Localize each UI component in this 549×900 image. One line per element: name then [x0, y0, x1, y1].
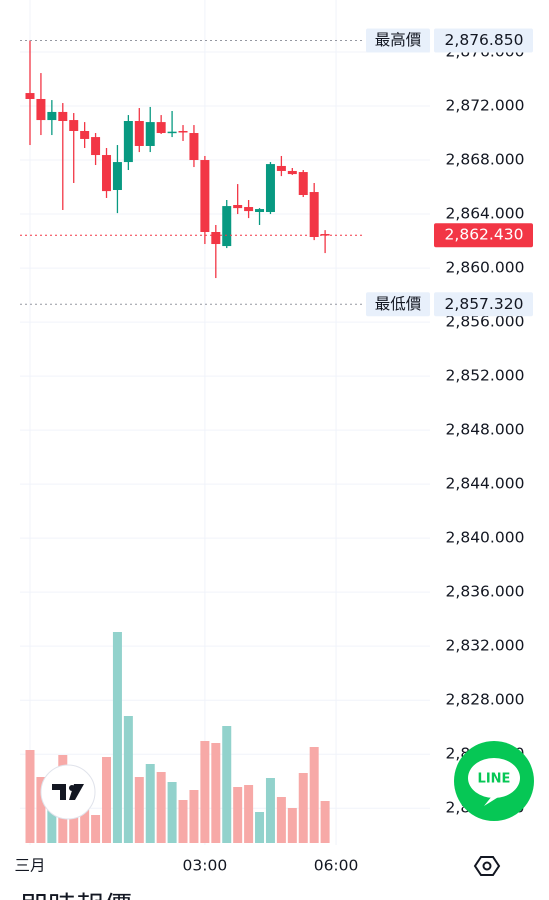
volume-bar: [80, 800, 90, 843]
candle-body: [189, 133, 199, 161]
candle-body: [69, 120, 79, 131]
candle-body: [287, 170, 297, 175]
volume-bar: [244, 785, 254, 843]
volume-bar: [145, 764, 155, 843]
volume-bar: [189, 790, 199, 843]
y-tick-label: 2,836.000: [446, 583, 525, 601]
candle-body: [156, 122, 166, 134]
marker-value-box: [434, 28, 533, 53]
candle-body: [222, 206, 232, 247]
volume-bar: [200, 741, 210, 843]
tv-logo[interactable]: [40, 764, 96, 820]
y-tick-label: 2,840.000: [446, 529, 525, 547]
volume-bar: [25, 750, 35, 843]
candle-body: [276, 165, 286, 171]
volume-bar: [233, 787, 243, 843]
price-overlays: 最高價 2,876.850 最低價 2,857.320 2,862.430: [20, 28, 533, 317]
x-tick-label: 06:00: [314, 857, 359, 875]
x-tick-label: 三月: [14, 857, 45, 875]
candle-body: [123, 120, 133, 163]
candle-body: [200, 160, 210, 233]
volume-bar: [167, 782, 177, 843]
volume-bar: [156, 772, 166, 843]
y-tick-label: 2,828.000: [446, 691, 525, 709]
candle-body: [112, 162, 122, 191]
candle-body: [102, 155, 112, 192]
candle-body: [167, 131, 177, 134]
marker-value-box: [434, 292, 533, 317]
candle-body: [58, 111, 68, 121]
volume-bar: [222, 726, 232, 843]
volume-bar: [178, 800, 188, 843]
volume-bar: [298, 773, 308, 843]
y-tick-label: 2,860.000: [446, 259, 525, 277]
volume-bar: [309, 747, 319, 843]
volume-bar: [276, 797, 286, 843]
marker-label-box: [366, 28, 430, 53]
candle-pane: [25, 40, 330, 279]
line-label: LINE: [478, 772, 511, 787]
volume-bar: [102, 757, 112, 843]
logo-circle: [40, 764, 96, 820]
volume-bar: [265, 778, 275, 843]
candle-body: [298, 172, 308, 196]
candle-body: [178, 130, 188, 133]
settings-button[interactable]: [473, 856, 501, 876]
volume-bar: [287, 808, 297, 843]
candle-body: [134, 120, 144, 146]
x-tick-label: 03:00: [183, 857, 228, 875]
volume-bar: [36, 777, 46, 843]
candle-body: [233, 204, 243, 209]
candle-body: [309, 192, 319, 238]
volume-bar: [255, 812, 265, 843]
y-tick-label: 2,868.000: [446, 151, 525, 169]
candle-body: [80, 130, 90, 139]
marker-value: 2,862.430: [445, 226, 524, 244]
volume-bar: [123, 716, 133, 843]
volume-bar: [112, 632, 122, 843]
logo-mark: [52, 784, 84, 800]
marker-label: 最低價: [375, 295, 422, 313]
candle-body: [36, 98, 46, 121]
footer-text: 即時報價: [20, 890, 132, 900]
line-button[interactable]: LINE: [454, 741, 534, 821]
candle-body: [25, 93, 35, 99]
marker-label-box: [366, 292, 430, 317]
line-bubble: [468, 758, 520, 798]
y-tick-label: 2,832.000: [446, 637, 525, 655]
settings-dot: [482, 861, 492, 871]
candle-body: [91, 137, 101, 156]
y-tick-label: 2,856.000: [446, 313, 525, 331]
y-tick-label: 2,872.000: [446, 97, 525, 115]
candle-body: [255, 209, 265, 213]
y-tick-label: 2,848.000: [446, 421, 525, 439]
y-tick-label: 2,844.000: [446, 475, 525, 493]
marker-value: 2,857.320: [445, 295, 524, 313]
candle-body: [244, 207, 254, 212]
volume-bar: [211, 743, 221, 843]
volume-bar: [91, 815, 101, 843]
y-tick-label: 2,864.000: [446, 205, 525, 223]
candle-body: [145, 122, 155, 146]
candle-body: [265, 164, 275, 213]
candle-body: [211, 232, 221, 245]
marker-label: 最高價: [375, 31, 422, 49]
marker-value-box: [434, 223, 533, 248]
candle-body: [47, 111, 57, 121]
y-tick-label: 2,852.000: [446, 367, 525, 385]
settings-hex: [473, 856, 501, 876]
marker-value: 2,876.850: [445, 31, 524, 49]
logo-dot: [69, 785, 75, 791]
volume-bar: [134, 777, 144, 843]
volume-bar: [320, 801, 330, 843]
line-bubble-tail: [484, 796, 500, 806]
